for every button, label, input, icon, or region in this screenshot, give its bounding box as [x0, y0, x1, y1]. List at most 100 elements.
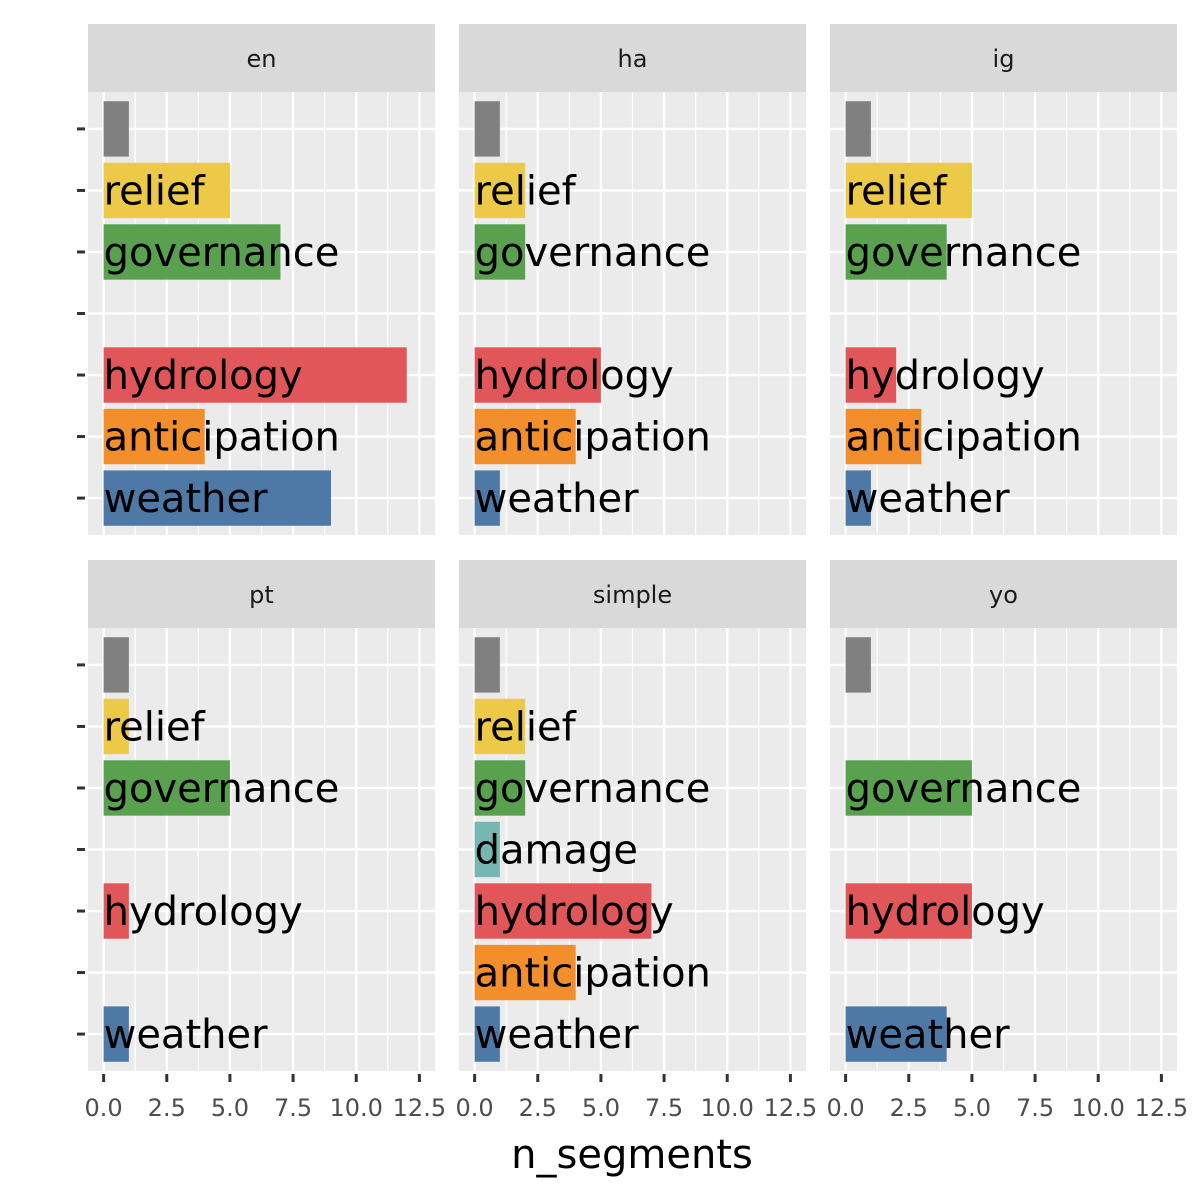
- bar-label-relief: relief: [475, 168, 577, 214]
- bar-weather: [103, 470, 331, 526]
- bar-label-hydrology: hydrology: [475, 353, 674, 399]
- x-tick-label: 5.0: [953, 1094, 991, 1122]
- facet-strip-label: simple: [593, 581, 672, 609]
- bar-label-governance: governance: [104, 766, 340, 812]
- x-tick-label: 5.0: [211, 1094, 249, 1122]
- facet-panel-simple: simple weather anticipation hydrology damage…: [456, 560, 817, 1122]
- bar-label-hydrology: hydrology: [104, 889, 303, 935]
- bar-label-hydrology: hydrology: [846, 889, 1045, 935]
- bar-weather: [845, 1006, 947, 1062]
- bar-na: [103, 101, 129, 157]
- bar-relief: [474, 698, 526, 755]
- bar-label-governance: governance: [846, 766, 1082, 812]
- facet-panel-ig: ig weather anticipation hydrology governance…: [830, 24, 1177, 535]
- facet-strip-label: ha: [618, 45, 648, 73]
- x-tick-label: 7.5: [645, 1094, 683, 1122]
- facet-panel-ha: ha weather anticipation hydrology governance…: [459, 24, 806, 535]
- bar-governance: [474, 760, 526, 816]
- bar-governance: [845, 760, 972, 816]
- bar-hydrology: [845, 883, 972, 939]
- bar-governance: [103, 224, 281, 280]
- x-tick-label: 0.0: [85, 1094, 123, 1122]
- bar-label-governance: governance: [846, 230, 1082, 276]
- bar-hydrology: [474, 883, 652, 939]
- x-tick-label: 0.0: [456, 1094, 494, 1122]
- bar-label-governance: governance: [475, 766, 711, 812]
- bar-na: [845, 637, 871, 693]
- x-tick-label: 7.5: [1016, 1094, 1054, 1122]
- bar-anticipation: [103, 408, 205, 465]
- bar-weather: [474, 1006, 500, 1062]
- bar-label-anticipation: anticipation: [475, 415, 711, 461]
- bar-label-weather: weather: [104, 476, 268, 522]
- facet-panel-yo: yo weather hydrology governance 0.0 2.5 5.0 7.5…: [827, 560, 1188, 1122]
- bar-weather: [474, 470, 500, 526]
- bar-label-governance: governance: [475, 230, 711, 276]
- facet-strip: [459, 560, 806, 628]
- x-tick-label: 12.5: [764, 1094, 817, 1122]
- bar-label-anticipation: anticipation: [104, 415, 340, 461]
- bar-hydrology: [103, 347, 407, 403]
- x-tick-label: 2.5: [519, 1094, 557, 1122]
- bar-relief: [103, 698, 129, 755]
- bar-na: [103, 637, 129, 693]
- bar-damage: [474, 821, 500, 878]
- bar-label-anticipation: anticipation: [475, 951, 711, 997]
- bar-label-weather: weather: [475, 476, 639, 522]
- bar-label-hydrology: hydrology: [846, 353, 1045, 399]
- bar-governance: [474, 224, 526, 280]
- bar-governance: [103, 760, 230, 816]
- bar-governance: [845, 224, 947, 280]
- x-tick-label: 2.5: [890, 1094, 928, 1122]
- x-tick-label: 5.0: [582, 1094, 620, 1122]
- x-axis-title: n_segments: [511, 1132, 753, 1178]
- facet-strip: [830, 24, 1177, 92]
- facet-panel-en: en weather anticipation hydrology governance…: [77, 24, 435, 535]
- x-tick-label: 10.0: [701, 1094, 754, 1122]
- bar-anticipation: [474, 408, 576, 465]
- bar-relief: [845, 162, 972, 219]
- bar-label-weather: weather: [846, 476, 1010, 522]
- bar-na: [474, 101, 500, 157]
- facet-strip-label: pt: [249, 581, 274, 609]
- bar-anticipation: [474, 944, 576, 1001]
- x-tick-label: 0.0: [827, 1094, 865, 1122]
- bar-hydrology: [474, 347, 601, 403]
- bar-label-hydrology: hydrology: [104, 353, 303, 399]
- bar-label-governance: governance: [104, 230, 340, 276]
- facet-panel-pt: pt weather hydrology governance relief 0.0 2.5…: [77, 560, 446, 1122]
- bar-hydrology: [103, 883, 129, 939]
- bar-hydrology: [845, 347, 897, 403]
- x-tick-label: 12.5: [1135, 1094, 1188, 1122]
- facet-strip: [88, 560, 435, 628]
- bar-anticipation: [845, 408, 922, 465]
- bar-weather: [845, 470, 871, 526]
- facet-strip-label: ig: [993, 45, 1015, 73]
- bar-label-relief: relief: [475, 704, 577, 750]
- facet-strip: [88, 24, 435, 92]
- bar-label-weather: weather: [104, 1012, 268, 1058]
- facet-strip-label: yo: [989, 581, 1018, 609]
- x-tick-label: 10.0: [330, 1094, 383, 1122]
- bar-na: [845, 101, 871, 157]
- bar-label-anticipation: anticipation: [846, 415, 1082, 461]
- bar-label-damage: damage: [475, 828, 638, 874]
- bar-label-hydrology: hydrology: [475, 889, 674, 935]
- bar-na: [474, 637, 500, 693]
- x-tick-label: 10.0: [1072, 1094, 1125, 1122]
- facet-strip-label: en: [247, 45, 277, 73]
- bar-weather: [103, 1006, 129, 1062]
- bar-label-relief: relief: [846, 168, 948, 214]
- x-tick-label: 12.5: [393, 1094, 446, 1122]
- facet-strip: [830, 560, 1177, 628]
- facet-strip: [459, 24, 806, 92]
- bar-relief: [474, 162, 526, 219]
- bar-label-weather: weather: [846, 1012, 1010, 1058]
- bar-relief: [103, 162, 230, 219]
- bar-label-relief: relief: [104, 704, 206, 750]
- bar-label-weather: weather: [475, 1012, 639, 1058]
- x-tick-label: 7.5: [274, 1094, 312, 1122]
- bar-label-relief: relief: [104, 168, 206, 214]
- x-tick-label: 2.5: [148, 1094, 186, 1122]
